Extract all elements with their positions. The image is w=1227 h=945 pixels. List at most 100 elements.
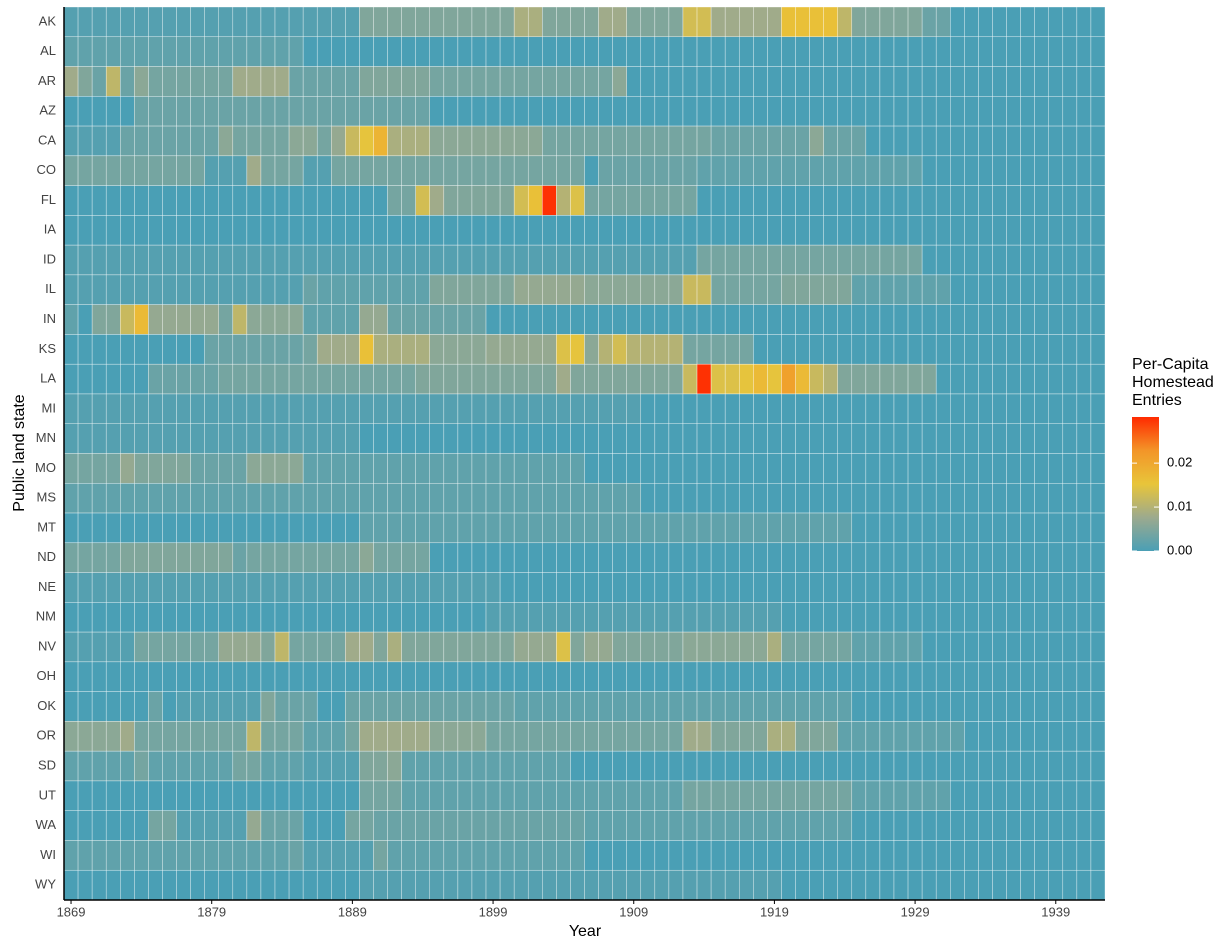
heatmap-cell xyxy=(626,393,642,424)
heatmap-cell xyxy=(1076,274,1092,305)
heatmap-cell xyxy=(879,304,895,335)
heatmap-cell xyxy=(823,125,838,157)
heatmap-cell xyxy=(724,453,740,484)
heatmap-cell xyxy=(527,6,543,38)
heatmap-cell xyxy=(148,393,163,424)
heatmap-cell xyxy=(345,274,360,305)
heatmap-cell xyxy=(499,185,515,216)
heatmap-cell xyxy=(105,6,121,38)
heatmap-cell xyxy=(232,869,248,901)
heatmap-cell xyxy=(485,6,501,38)
heatmap-cell xyxy=(978,6,993,38)
heatmap-cell xyxy=(1020,363,1035,395)
heatmap-cell xyxy=(1006,96,1021,127)
heatmap-cell xyxy=(738,691,754,722)
heatmap-cell xyxy=(345,780,360,811)
heatmap-cell xyxy=(978,66,993,97)
heatmap-cell xyxy=(274,393,290,424)
heatmap-cell xyxy=(781,155,796,186)
heatmap-cell xyxy=(626,363,642,395)
heatmap-cell xyxy=(120,572,135,603)
heatmap-cell xyxy=(823,6,838,38)
heatmap-cell xyxy=(781,691,796,722)
heatmap-cell xyxy=(443,780,459,811)
heatmap-cell xyxy=(401,453,416,484)
heatmap-cell xyxy=(190,6,205,38)
heatmap-cell xyxy=(457,66,473,97)
heatmap-cell xyxy=(724,840,740,871)
heatmap-cell xyxy=(1062,96,1078,127)
heatmap-cell xyxy=(795,185,810,216)
heatmap-cell xyxy=(345,840,360,871)
heatmap-cell xyxy=(232,185,248,216)
heatmap-cell xyxy=(570,661,585,692)
heatmap-cell xyxy=(190,810,205,841)
heatmap-cell xyxy=(738,512,754,544)
heatmap-cell xyxy=(415,185,431,216)
heatmap-cell xyxy=(626,96,642,127)
heatmap-cell xyxy=(134,869,149,901)
heatmap-cell xyxy=(246,661,262,692)
colorbar-tick-label: 0.01 xyxy=(1167,499,1192,514)
heatmap-cell xyxy=(443,66,459,97)
heatmap-cell xyxy=(907,244,923,276)
heatmap-cell xyxy=(809,483,824,514)
heatmap-cell xyxy=(1062,155,1078,186)
heatmap-cell xyxy=(331,423,346,454)
heatmap-cell xyxy=(373,721,388,752)
heatmap-cell xyxy=(626,274,642,305)
heatmap-cell xyxy=(260,215,276,246)
heatmap-cell xyxy=(316,572,332,603)
heatmap-cell xyxy=(77,869,93,901)
heatmap-cell xyxy=(373,810,388,841)
heatmap-cell xyxy=(738,542,754,573)
heatmap-cell xyxy=(598,185,613,216)
heatmap-cell xyxy=(345,363,360,395)
heatmap-cell xyxy=(485,155,501,186)
heatmap-cell xyxy=(612,66,627,97)
heatmap-cell xyxy=(654,512,670,544)
heatmap-cell xyxy=(105,512,121,544)
heatmap-cell xyxy=(359,721,374,752)
heatmap-cell xyxy=(710,602,726,633)
heatmap-cell xyxy=(837,602,853,633)
heatmap-cell xyxy=(795,274,810,305)
heatmap-cell xyxy=(612,661,627,692)
heatmap-cell xyxy=(471,155,487,186)
heatmap-cell xyxy=(190,66,205,97)
heatmap-cell xyxy=(654,215,670,246)
heatmap-cell xyxy=(288,66,304,97)
heatmap-cell xyxy=(1034,840,1049,871)
heatmap-cell xyxy=(542,572,557,603)
heatmap-cell xyxy=(570,363,585,395)
heatmap-cell xyxy=(457,453,473,484)
heatmap-cell xyxy=(640,215,656,246)
heatmap-cell xyxy=(260,542,276,573)
heatmap-cell xyxy=(612,840,627,871)
heatmap-cell xyxy=(907,393,923,424)
heatmap-cell xyxy=(950,244,965,276)
heatmap-cell xyxy=(373,244,388,276)
heatmap-cell xyxy=(724,36,740,67)
heatmap-cell xyxy=(77,512,93,544)
heatmap-cell xyxy=(443,869,459,901)
heatmap-cell xyxy=(232,750,248,782)
heatmap-cell xyxy=(710,185,726,216)
heatmap-cell xyxy=(218,453,234,484)
heatmap-cell xyxy=(260,334,276,365)
heatmap-cell xyxy=(935,304,951,335)
heatmap-cell xyxy=(556,780,571,811)
heatmap-cell xyxy=(246,96,262,127)
heatmap-cell xyxy=(879,721,895,752)
heatmap-cell xyxy=(246,334,262,365)
heatmap-cell xyxy=(738,750,754,782)
heatmap-cell xyxy=(668,363,684,395)
heatmap-cell xyxy=(246,393,262,424)
heatmap-cell xyxy=(668,750,684,782)
heatmap-cell xyxy=(387,512,402,544)
heatmap-cell xyxy=(992,125,1007,157)
heatmap-cell xyxy=(415,869,431,901)
heatmap-cell xyxy=(1034,96,1049,127)
x-tick-label: 1889 xyxy=(338,904,367,919)
heatmap-cell xyxy=(907,6,923,38)
